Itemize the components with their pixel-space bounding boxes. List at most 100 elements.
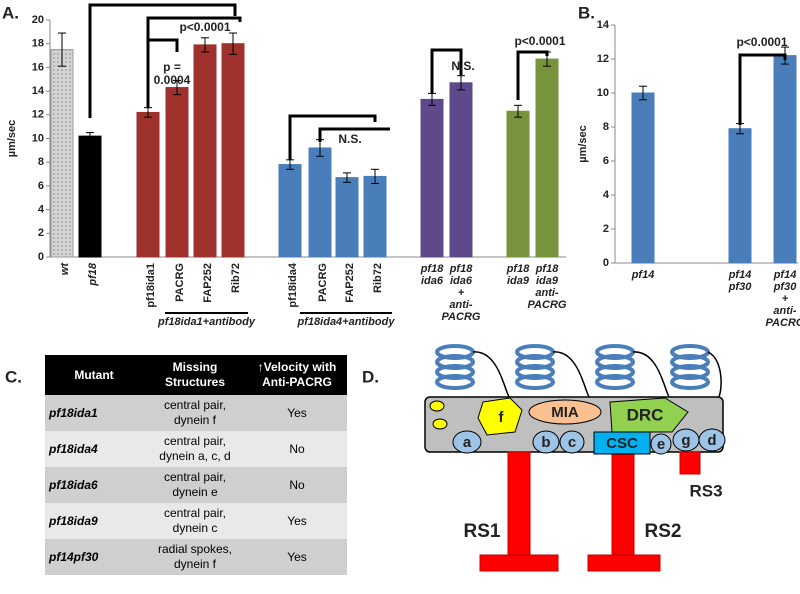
dyneins: [452, 428, 726, 455]
bar: [631, 92, 655, 264]
x-tick-label: FAP252: [344, 263, 356, 303]
table-row: pf18ida4 central pair, dynein a, c, d No: [45, 431, 347, 467]
label: f: [499, 409, 505, 426]
bar: [278, 164, 302, 258]
x-tick-label: pf18 ida6 + anti-PACRG: [442, 263, 481, 323]
y-tick-label: 0: [603, 257, 609, 269]
table-row: pf18ida9 central pair, dynein c Yes: [45, 503, 347, 539]
group-label: pf18ida4+antibody: [297, 316, 396, 328]
y-tick-label: 0: [38, 251, 44, 263]
significance-bracket: [146, 38, 179, 108]
y-tick-label: 2: [603, 223, 609, 235]
header-cell: Missing Structures: [143, 355, 247, 395]
rs2-head: [587, 554, 661, 572]
bar: [535, 58, 559, 258]
y-tick-label: 6: [38, 180, 44, 192]
table-cell: pf18ida4: [45, 431, 143, 467]
significance-bracket: [146, 16, 242, 40]
x-tick-label: Rib72: [230, 263, 242, 293]
annotation: p = 0.0004: [154, 60, 191, 87]
label: b: [541, 434, 550, 451]
panel-label: C.: [5, 367, 22, 386]
y-tick-label: 20: [32, 14, 44, 26]
y-tick-label: 16: [32, 61, 44, 73]
rs3: [679, 451, 701, 475]
label: a: [463, 434, 472, 451]
dot: [429, 400, 445, 412]
table-cell: Yes: [247, 539, 347, 575]
header-cell: Mutant: [45, 355, 143, 395]
group-label: pf18ida1+antibody: [157, 316, 256, 328]
y-tick-label: 14: [32, 85, 45, 97]
csc: [593, 431, 651, 455]
x-tick-label: PACRG: [174, 263, 186, 302]
significance-bracket: [738, 53, 787, 125]
annotation: p<0.0001: [179, 20, 230, 34]
label: MIA: [551, 404, 579, 421]
bar: [308, 147, 332, 258]
bar: [363, 175, 387, 258]
table: Mutant Missing Structures ↑Velocity with…: [45, 355, 347, 575]
annotation: N.S.: [338, 132, 361, 146]
x-tick-label: pf14: [631, 269, 655, 281]
table-row: pf18ida6 central pair, dynein e No: [45, 467, 347, 503]
rs2: [611, 451, 635, 558]
x-tick-label: Rib72: [372, 263, 384, 293]
table-cell: No: [247, 467, 347, 503]
y-axis-label: µm/sec: [577, 125, 589, 163]
y-tick-label: 4: [38, 204, 45, 216]
x-tick-label: pf18ida4: [287, 262, 299, 308]
bar: [136, 111, 160, 258]
mia: [528, 399, 602, 425]
rs1: [507, 451, 531, 558]
table-row: pf14pf30 radial spokes, dynein f Yes: [45, 539, 347, 575]
dynein-f: [477, 397, 523, 436]
annotation: N.S.: [451, 59, 474, 73]
panel-label: D.: [362, 367, 379, 386]
panel-label: A.: [2, 3, 19, 22]
label: e: [657, 436, 665, 453]
annotation: p<0.0001: [514, 34, 565, 48]
drc: [609, 397, 689, 433]
label: DRC: [627, 405, 664, 424]
x-tick-label: pf18ida1: [145, 263, 157, 308]
x-tick-label: pf18: [87, 262, 99, 287]
rs1-head: [479, 554, 559, 572]
table-cell: central pair, dynein f: [143, 395, 247, 431]
bar: [773, 55, 797, 264]
x-tick-label: FAP252: [202, 263, 214, 303]
diagram: f MIA DRC a b c CSC e g d RS3 RS1 RS2: [424, 344, 726, 572]
table-row: pf18ida1 central pair, dynein f Yes: [45, 395, 347, 431]
header-cell: ↑Velocity with Anti-PACRG: [247, 355, 347, 395]
y-axis-label: µm/sec: [6, 120, 18, 158]
label: d: [707, 432, 716, 449]
significance-bracket: [318, 127, 390, 142]
y-tick-label: 12: [32, 109, 44, 121]
y-tick-label: 8: [38, 156, 44, 168]
x-tick-label: pf14 pf30: [728, 269, 753, 293]
x-tick-label: pf18 ida9 anti-PACRG: [528, 263, 567, 311]
label: RS2: [645, 521, 682, 542]
table-cell: Yes: [247, 503, 347, 539]
label: c: [568, 434, 576, 451]
y-tick-label: 14: [597, 19, 610, 31]
bar: [78, 135, 102, 258]
label: RS3: [689, 481, 722, 500]
label: CSC: [606, 435, 638, 452]
x-tick-label: pf14pf30+anti-PACRG: [766, 269, 800, 329]
y-tick-label: 4: [603, 189, 610, 201]
x-tick-label: pf18 ida6: [420, 263, 445, 287]
y-tick-label: 10: [32, 132, 44, 144]
bar: [193, 44, 217, 258]
y-tick-label: 18: [32, 38, 44, 50]
label: RS1: [464, 521, 501, 542]
x-tick-label: pf18 ida9: [506, 263, 531, 287]
table-cell: central pair, dynein c: [143, 503, 247, 539]
table-cell: central pair, dynein a, c, d: [143, 431, 247, 467]
dot: [432, 418, 448, 430]
table-cell: Yes: [247, 395, 347, 431]
label: g: [681, 432, 690, 449]
y-tick-label: 2: [38, 227, 44, 239]
bar: [50, 49, 74, 258]
